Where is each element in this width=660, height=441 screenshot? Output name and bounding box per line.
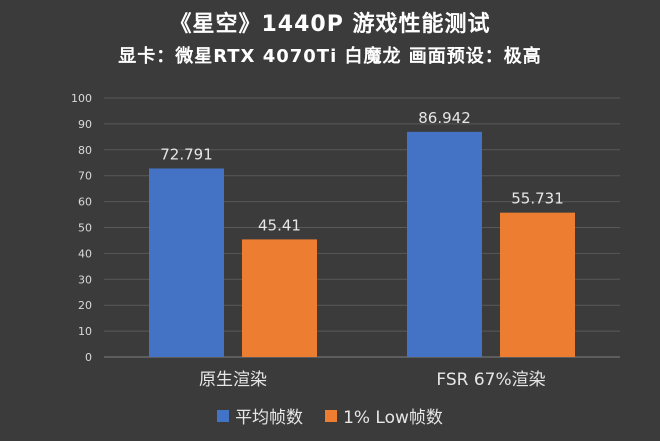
x-tick-label-2: FSR 67%渲染 xyxy=(436,370,545,390)
y-tick-label-0: 0 xyxy=(85,351,92,364)
bar-series-2-cat-1 xyxy=(242,239,317,357)
legend-label-series-2: 1% Low帧数 xyxy=(343,408,443,428)
chart-legend: 平均帧数 1% Low帧数 xyxy=(0,403,660,428)
legend-swatch-series-1 xyxy=(217,409,230,422)
y-tick-label-10: 10 xyxy=(78,325,92,338)
y-tick-label-50: 50 xyxy=(78,222,92,235)
legend-item-series-2: 1% Low帧数 xyxy=(325,403,443,428)
y-tick-label-40: 40 xyxy=(78,247,92,260)
legend-label-series-1: 平均帧数 xyxy=(235,408,304,428)
y-tick-label-70: 70 xyxy=(78,170,92,183)
bar-series-1-cat-2 xyxy=(407,131,482,357)
data-label-series-1-cat-1: 72.791 xyxy=(160,145,213,163)
data-label-series-2-cat-2: 55.731 xyxy=(511,190,564,208)
data-label-series-1-cat-2: 86.942 xyxy=(418,109,471,127)
y-tick-label-80: 80 xyxy=(78,144,92,157)
y-tick-label-20: 20 xyxy=(78,299,92,312)
data-label-series-2-cat-1: 45.41 xyxy=(258,216,301,234)
bar-series-1-cat-1 xyxy=(149,168,224,357)
legend-item-series-1: 平均帧数 xyxy=(217,403,303,428)
bar-series-2-cat-2 xyxy=(500,212,575,357)
y-tick-label-100: 100 xyxy=(71,92,92,105)
chart-title: 《星空》1440P 游戏性能测试 xyxy=(169,12,491,37)
y-tick-label-30: 30 xyxy=(78,273,92,286)
x-tick-label-1: 原生渲染 xyxy=(199,370,267,390)
chart-subtitle: 显卡：微星RTX 4070Ti 白魔龙 画面预设：极高 xyxy=(118,46,542,67)
legend-swatch-series-2 xyxy=(325,409,338,422)
y-tick-label-60: 60 xyxy=(78,196,92,209)
y-tick-label-90: 90 xyxy=(78,118,92,131)
